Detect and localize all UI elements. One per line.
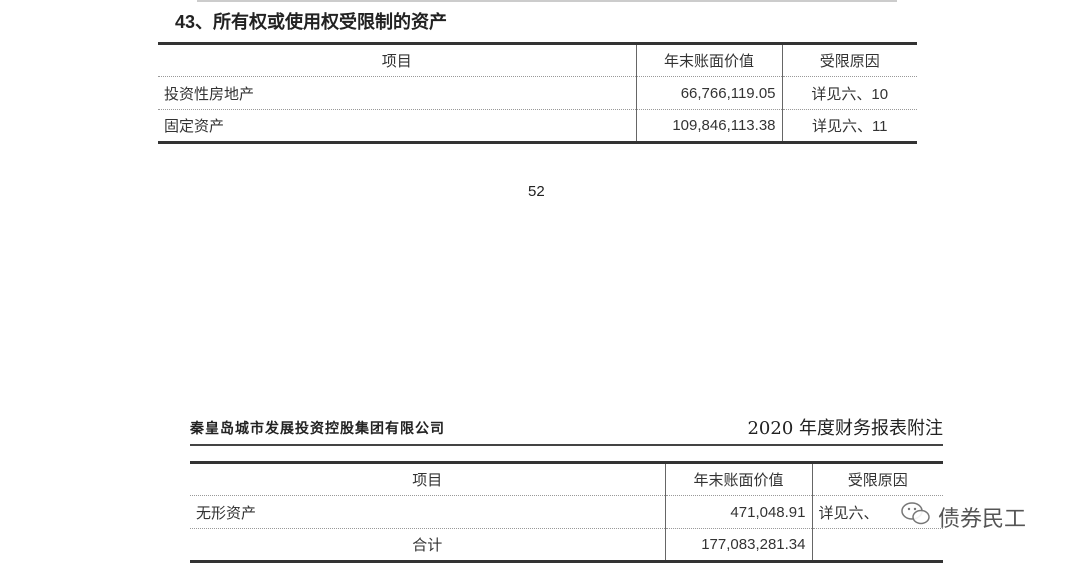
cell-value: 109,846,113.38 — [635, 109, 782, 143]
header-item: 项目 — [412, 472, 443, 489]
cell-reason: 详见六、11 — [781, 109, 917, 143]
header-book-value: 年末账面价值 — [664, 462, 812, 496]
cell-total-label: 合计 — [190, 528, 665, 562]
table-row: 投资性房地产 66,766,119.05 详见六、10 — [158, 76, 917, 110]
table-header-row: 项目 年末账面价值 受限原因 — [190, 462, 943, 496]
restricted-assets-table-continued: 项目 年末账面价值 受限原因 无形资产 471,048.91 详见六、 合计 1… — [190, 461, 943, 563]
header-book-value: 年末账面价值 — [635, 43, 782, 77]
document-name: 2020 年度财务报表附注 — [747, 418, 943, 439]
cell-reason — [811, 528, 943, 562]
cell-total-value: 177,083,281.34 — [664, 528, 812, 562]
watermark-text: 债券民工 — [938, 506, 1027, 531]
header-reason: 受限原因 — [811, 462, 943, 496]
page-number: 52 — [528, 183, 545, 200]
table-row: 无形资产 471,048.91 详见六、 — [190, 495, 943, 529]
header-reason: 受限原因 — [781, 43, 917, 77]
table-row: 固定资产 109,846,113.38 详见六、11 — [158, 109, 917, 143]
cell-reason: 详见六、10 — [781, 76, 917, 110]
header-item: 项目 — [381, 53, 412, 70]
watermark: 债券民工 — [900, 500, 1026, 534]
cell-value: 471,048.91 — [664, 495, 812, 529]
cell-value: 66,766,119.05 — [635, 76, 782, 110]
cell-item: 无形资产 — [190, 495, 665, 529]
company-name: 秦皇岛城市发展投资控股集团有限公司 — [190, 421, 445, 437]
cell-item: 固定资产 — [158, 109, 636, 143]
total-row: 合计 177,083,281.34 — [190, 528, 943, 562]
table-header-row: 项目 年末账面价值 受限原因 — [158, 43, 917, 77]
section-title: 43、所有权或使用权受限制的资产 — [175, 12, 448, 32]
cell-item: 投资性房地产 — [158, 76, 636, 110]
page-edge-rule — [197, 0, 897, 2]
wechat-icon — [900, 500, 932, 534]
restricted-assets-table: 项目 年末账面价值 受限原因 投资性房地产 66,766,119.05 详见六、… — [158, 42, 917, 144]
header-rule — [190, 444, 943, 446]
